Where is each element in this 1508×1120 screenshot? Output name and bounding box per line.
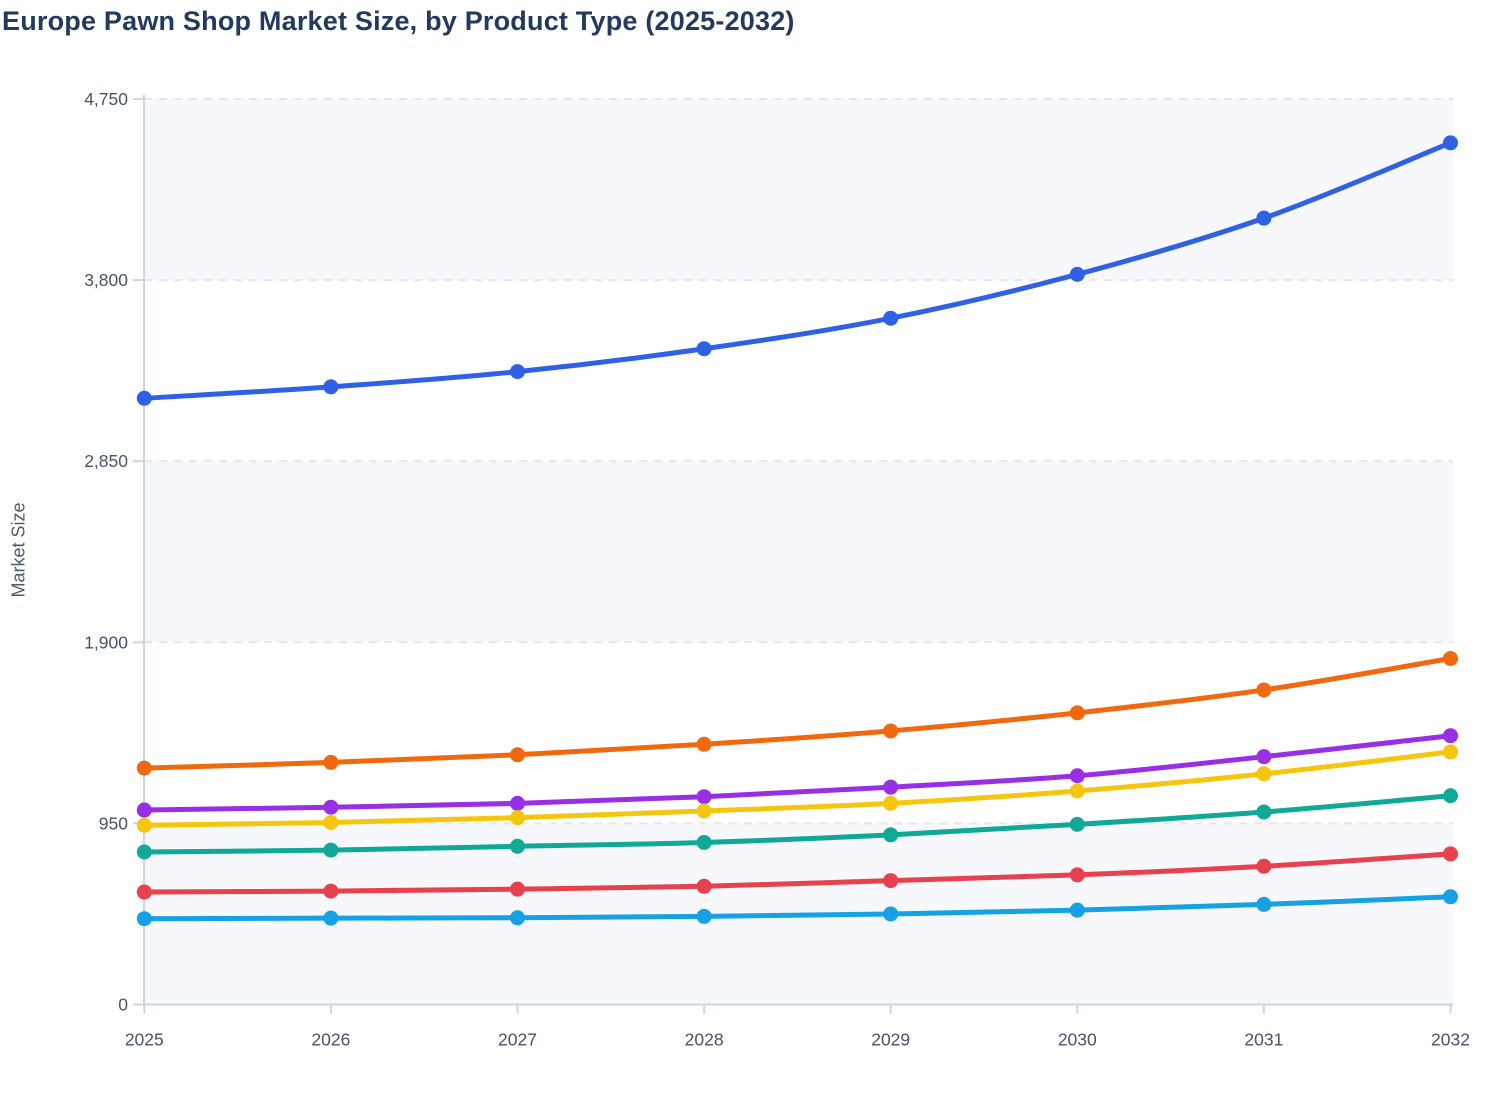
data-point-series-blue-2029: [883, 310, 899, 326]
data-point-series-sky-2025: [136, 911, 152, 927]
data-point-series-blue-2026: [323, 379, 339, 395]
data-point-series-purple-2030: [1069, 768, 1085, 784]
data-point-series-sky-2028: [696, 908, 712, 924]
data-point-series-red-2025: [136, 884, 152, 900]
y-tick-label-0: 0: [118, 995, 128, 1015]
data-point-series-orange-2026: [323, 754, 339, 770]
data-point-series-purple-2027: [510, 795, 525, 811]
series-line-series-red: [141, 851, 1453, 895]
data-point-series-blue-2028: [696, 341, 712, 357]
y-tick-label-3800: 3,800: [84, 270, 128, 290]
data-point-series-blue-2027: [510, 364, 525, 380]
series-line-series-yellow: [141, 749, 1453, 828]
x-tick-label-2029: 2029: [871, 1030, 910, 1050]
data-point-series-blue-2031: [1256, 210, 1272, 226]
series-line-series-purple: [141, 733, 1453, 813]
data-point-series-teal-2032: [1443, 788, 1458, 804]
data-point-series-sky-2030: [1069, 902, 1085, 918]
data-point-series-red-2032: [1443, 846, 1458, 862]
data-point-series-sky-2027: [510, 910, 525, 926]
data-point-series-blue-2030: [1069, 266, 1085, 282]
x-tick-label-2027: 2027: [498, 1030, 537, 1050]
x-tick-label-2031: 2031: [1244, 1030, 1283, 1050]
x-tick-label-2028: 2028: [685, 1030, 724, 1050]
data-point-series-yellow-2028: [696, 803, 712, 819]
data-point-series-red-2027: [510, 881, 525, 897]
y-tick-label-950: 950: [99, 813, 128, 833]
y-tick-label-4750: 4,750: [84, 89, 128, 109]
data-point-series-teal-2030: [1069, 816, 1085, 832]
y-tick-label-2850: 2,850: [84, 451, 128, 471]
x-tick-label-2030: 2030: [1058, 1030, 1097, 1050]
data-point-series-purple-2032: [1443, 728, 1458, 744]
data-point-series-yellow-2030: [1069, 783, 1085, 799]
x-tick-label-2025: 2025: [125, 1030, 164, 1050]
series-line-series-orange: [141, 656, 1453, 771]
series-line-series-sky: [141, 894, 1453, 922]
data-point-series-sky-2031: [1256, 896, 1272, 912]
data-point-series-red-2028: [696, 878, 712, 894]
data-point-series-yellow-2031: [1256, 766, 1272, 782]
series-line-series-teal: [141, 793, 1453, 855]
data-point-series-yellow-2032: [1443, 744, 1458, 760]
data-point-series-teal-2029: [883, 827, 899, 843]
y-tick-label-1900: 1,900: [84, 632, 128, 652]
data-point-series-purple-2025: [136, 802, 152, 818]
data-point-series-teal-2028: [696, 834, 712, 850]
data-point-series-red-2026: [323, 883, 339, 899]
chart-title: Europe Pawn Shop Market Size, by Product…: [2, 6, 795, 36]
series-line-series-blue: [141, 140, 1453, 401]
data-point-series-blue-2025: [136, 390, 152, 406]
data-point-series-orange-2032: [1443, 651, 1458, 667]
data-point-series-purple-2029: [883, 779, 899, 795]
data-point-series-yellow-2027: [510, 810, 525, 826]
data-point-series-blue-2032: [1443, 135, 1458, 151]
data-point-series-teal-2027: [510, 838, 525, 854]
data-point-series-yellow-2026: [323, 814, 339, 830]
data-point-series-orange-2029: [883, 723, 899, 739]
plot-band: [144, 99, 1453, 281]
data-point-series-yellow-2029: [883, 795, 899, 811]
data-point-series-orange-2031: [1256, 682, 1272, 698]
data-point-series-orange-2025: [136, 760, 152, 776]
data-point-series-sky-2026: [323, 910, 339, 926]
data-point-series-yellow-2025: [136, 817, 152, 833]
data-point-series-orange-2030: [1069, 705, 1085, 721]
data-point-series-teal-2026: [323, 842, 339, 858]
x-tick-label-2032: 2032: [1431, 1030, 1470, 1050]
data-point-series-purple-2026: [323, 799, 339, 815]
data-point-series-sky-2032: [1443, 889, 1458, 905]
data-point-series-red-2030: [1069, 867, 1085, 883]
data-point-series-teal-2031: [1256, 804, 1272, 820]
data-point-series-orange-2027: [510, 747, 525, 763]
data-point-series-purple-2031: [1256, 749, 1272, 765]
x-tick-label-2026: 2026: [311, 1030, 350, 1050]
data-point-series-orange-2028: [696, 736, 712, 752]
data-point-series-red-2031: [1256, 858, 1272, 874]
data-point-series-sky-2029: [883, 906, 899, 922]
data-point-series-red-2029: [883, 873, 899, 889]
data-point-series-teal-2025: [136, 844, 152, 860]
plot-band: [144, 461, 1453, 643]
data-point-series-purple-2028: [696, 789, 712, 805]
